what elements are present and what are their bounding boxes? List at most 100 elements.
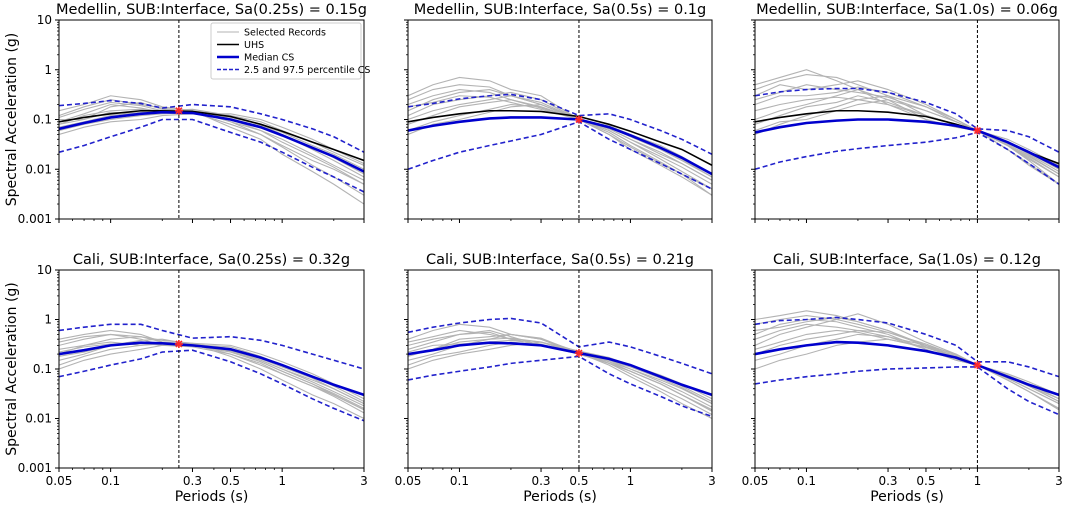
y-tick-label: 10 [37,13,52,27]
median-cs-line [408,341,712,397]
legend-label: 2.5 and 97.5 percentile CS [244,65,370,76]
y-tick-label: 0.01 [25,412,52,426]
x-axis-label: Periods (s) [870,489,944,505]
panel-4: Cali, SUB:Interface, Sa(0.25s) = 0.32g 0.… [4,252,368,505]
panel-title: Cali, SUB:Interface, Sa(1.0s) = 0.12g [773,252,1041,268]
uhs-line [755,109,1059,165]
x-tick-label: 3 [360,474,368,488]
legend-label: UHS [244,40,264,51]
y-axis-label: Spectral Acceleration (g) [4,33,20,207]
x-ticks [754,219,1060,223]
x-tick-label: 0.05 [742,474,769,488]
record-line [755,99,1059,166]
legend-label: Median CS [244,53,294,64]
panel-title: Cali, SUB:Interface, Sa(0.25s) = 0.32g [73,252,350,268]
record-line [755,74,1059,185]
x-ticks [58,219,365,223]
x-ticks: 0.05 0.1 0.3 0.5 1 3 [46,468,368,488]
lower-percentile-line [408,120,712,190]
x-tick-label: 0.3 [183,474,202,488]
plot-area [755,310,1059,416]
record-line [755,318,1059,400]
record-line [59,101,364,205]
y-tick-label: 0.001 [18,461,52,475]
target-star-stroke [175,340,183,348]
record-line [59,342,364,400]
target-point-marker [174,339,183,348]
x-tick-label: 3 [708,474,716,488]
panel-1: Medellin, SUB:Interface, Sa(0.25s) = 0.1… [4,2,367,226]
x-ticks: 0.05 0.1 0.3 0.5 1 3 [395,468,716,488]
x-tick-label: 1 [627,474,635,488]
target-star-stroke [575,349,583,357]
y-tick-label: 0.1 [33,113,52,127]
target-point-marker [574,115,583,124]
plot-area [408,76,712,196]
y-tick-label: 1 [44,313,52,327]
x-tick-label: 0.1 [450,474,469,488]
lower-percentile-line [408,355,712,418]
x-tick-label: 3 [1055,474,1063,488]
y-tick-label: 1 [44,63,52,77]
x-axis-label: Periods (s) [175,489,249,505]
axes-frame [58,269,365,469]
y-ticks [404,269,408,469]
lower-percentile-line [755,366,1059,416]
y-ticks [751,19,755,220]
record-line [408,323,712,416]
target-point-marker [973,126,982,135]
record-line [755,84,1059,175]
target-point-marker [574,349,583,358]
x-tick-label: 0.1 [797,474,816,488]
y-tick-label: 0.01 [25,162,52,176]
x-tick-label: 0.05 [46,474,73,488]
lower-percentile-line [59,349,364,422]
panel-5: Cali, SUB:Interface, Sa(0.5s) = 0.21g 0.0… [395,252,716,505]
lower-percentile-line [59,118,364,193]
y-ticks: 0.001 0.01 0.1 1 10 [18,263,59,475]
median-cs-line [755,118,1059,169]
y-tick-label: 10 [37,263,52,277]
y-axis-label: Spectral Acceleration (g) [4,282,20,456]
axes-frame [407,269,713,469]
panel-2: Medellin, SUB:Interface, Sa(0.5s) = 0.1g [404,2,713,223]
record-line [408,103,712,181]
record-line [408,333,712,408]
record-line [408,341,712,412]
record-line [59,113,364,165]
y-tick-label: 0.1 [33,362,52,376]
legend-box [210,22,362,80]
plot-area [755,69,1059,185]
uhs-line [59,109,364,162]
y-tick-label: 0.001 [18,212,52,226]
median-cs-line [408,116,712,176]
panel-title: Medellin, SUB:Interface, Sa(1.0s) = 0.06… [756,2,1058,18]
record-line [755,95,1059,178]
y-ticks [404,19,408,220]
y-ticks [751,269,755,469]
record-line [408,88,712,190]
legend-label: Selected Records [244,28,326,39]
x-tick-label: 1 [278,474,286,488]
x-ticks: 0.05 0.1 0.3 0.5 1 3 [742,468,1063,488]
median-cs-line [59,110,364,173]
panel-title: Medellin, SUB:Interface, Sa(0.5s) = 0.1g [414,2,707,18]
target-star-stroke [973,126,981,135]
record-line [755,313,1059,403]
plot-area [408,317,712,419]
target-point-marker [973,361,982,370]
record-line [408,337,712,405]
median-cs-line [755,340,1059,397]
record-line [408,76,712,196]
record-line [755,323,1059,409]
x-tick-label: 0.5 [569,474,588,488]
uhs-line [408,109,712,167]
upper-percentile-line [408,317,712,375]
target-star-stroke [575,115,583,124]
upper-percentile-line [755,87,1059,153]
y-ticks: 0.001 0.01 0.1 1 10 [18,13,59,226]
panel-title: Cali, SUB:Interface, Sa(0.5s) = 0.21g [426,252,694,268]
lower-percentile-line [755,131,1059,185]
